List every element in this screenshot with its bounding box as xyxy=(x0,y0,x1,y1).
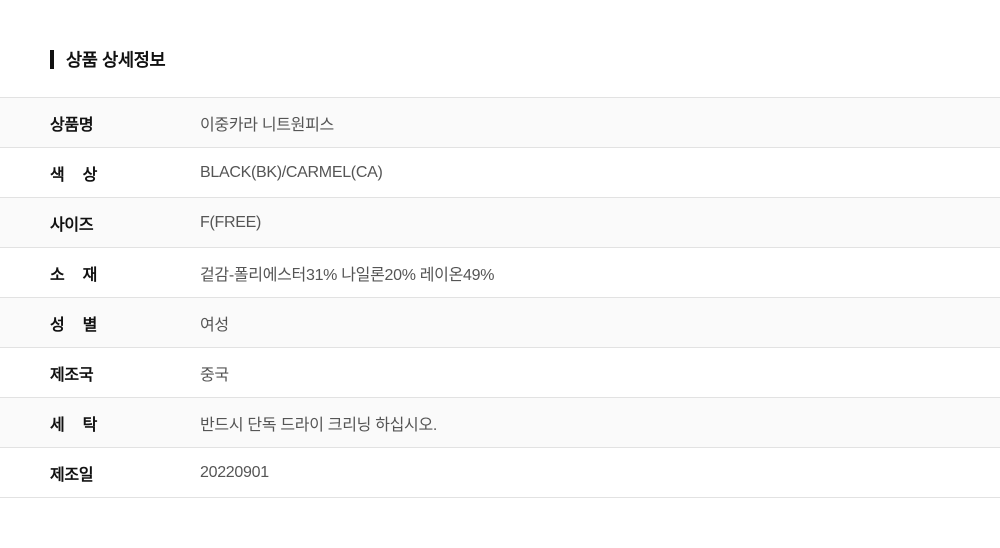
row-label: 제조국 xyxy=(50,366,94,384)
row-value: F(FREE) xyxy=(200,213,262,231)
row-value: BLACK(BK)/CARMEL(CA) xyxy=(200,163,383,181)
row-label: 상품명 xyxy=(50,116,94,134)
product-detail-table: 상품명 이중카라 니트원피스 색 상 BLACK(BK)/CARMEL(CA) … xyxy=(0,97,1000,498)
table-row: 색 상 BLACK(BK)/CARMEL(CA) xyxy=(0,147,1000,197)
table-row: 성 별 여성 xyxy=(0,297,1000,347)
row-value: 겉감-폴리에스터31% 나일론20% 레이온49% xyxy=(200,266,495,284)
row-value: 반드시 단독 드라이 크리닝 하십시오. xyxy=(200,416,438,434)
row-value: 여성 xyxy=(200,316,229,334)
table-row: 소 재 겉감-폴리에스터31% 나일론20% 레이온49% xyxy=(0,247,1000,297)
table-row: 세 탁 반드시 단독 드라이 크리닝 하십시오. xyxy=(0,397,1000,447)
row-label: 성 별 xyxy=(50,316,97,334)
row-label: 사이즈 xyxy=(50,216,94,234)
row-label: 소 재 xyxy=(50,266,97,284)
table-row: 제조일 20220901 xyxy=(0,447,1000,497)
section-title-text: 상품 상세정보 xyxy=(66,50,166,70)
row-label: 제조일 xyxy=(50,466,94,484)
table-row: 사이즈 F(FREE) xyxy=(0,197,1000,247)
row-label: 색 상 xyxy=(50,166,97,184)
row-value: 20220901 xyxy=(200,463,269,481)
row-value: 중국 xyxy=(200,366,229,384)
row-value: 이중카라 니트원피스 xyxy=(200,116,334,134)
table-row: 제조국 중국 xyxy=(0,347,1000,397)
row-label: 세 탁 xyxy=(50,416,97,434)
table-row: 상품명 이중카라 니트원피스 xyxy=(0,97,1000,147)
title-accent-bar xyxy=(50,50,54,69)
section-title: 상품 상세정보 xyxy=(50,47,166,72)
